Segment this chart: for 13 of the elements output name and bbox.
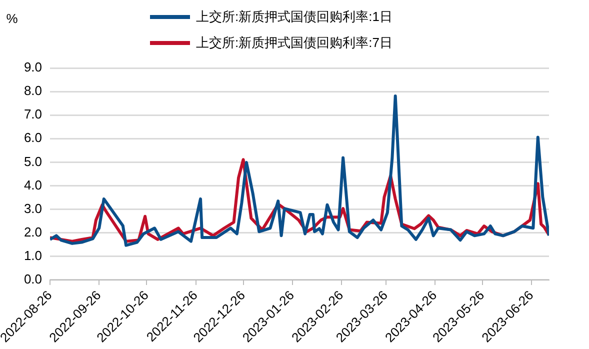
y-tick-label: 8.0 <box>24 83 42 98</box>
y-tick-label: 3.0 <box>24 200 42 216</box>
y-tick-label: 0.0 <box>24 272 42 287</box>
y-tick-label: 7.0 <box>24 106 42 122</box>
y-tick-label: 4.0 <box>24 177 42 192</box>
y-tick-label: 9.0 <box>24 60 42 75</box>
y-tick-label: 5.0 <box>24 154 42 169</box>
y-tick-label: 2.0 <box>24 224 42 240</box>
y-tick-label: 6.0 <box>24 130 42 146</box>
legend-label: 上交所:新质押式国债回购利率:7日 <box>196 34 392 52</box>
y-tick-label: 1.0 <box>24 248 42 263</box>
legend-label: 上交所:新质押式国债回购利率:1日 <box>196 8 392 26</box>
y-axis-title: % <box>6 11 18 26</box>
